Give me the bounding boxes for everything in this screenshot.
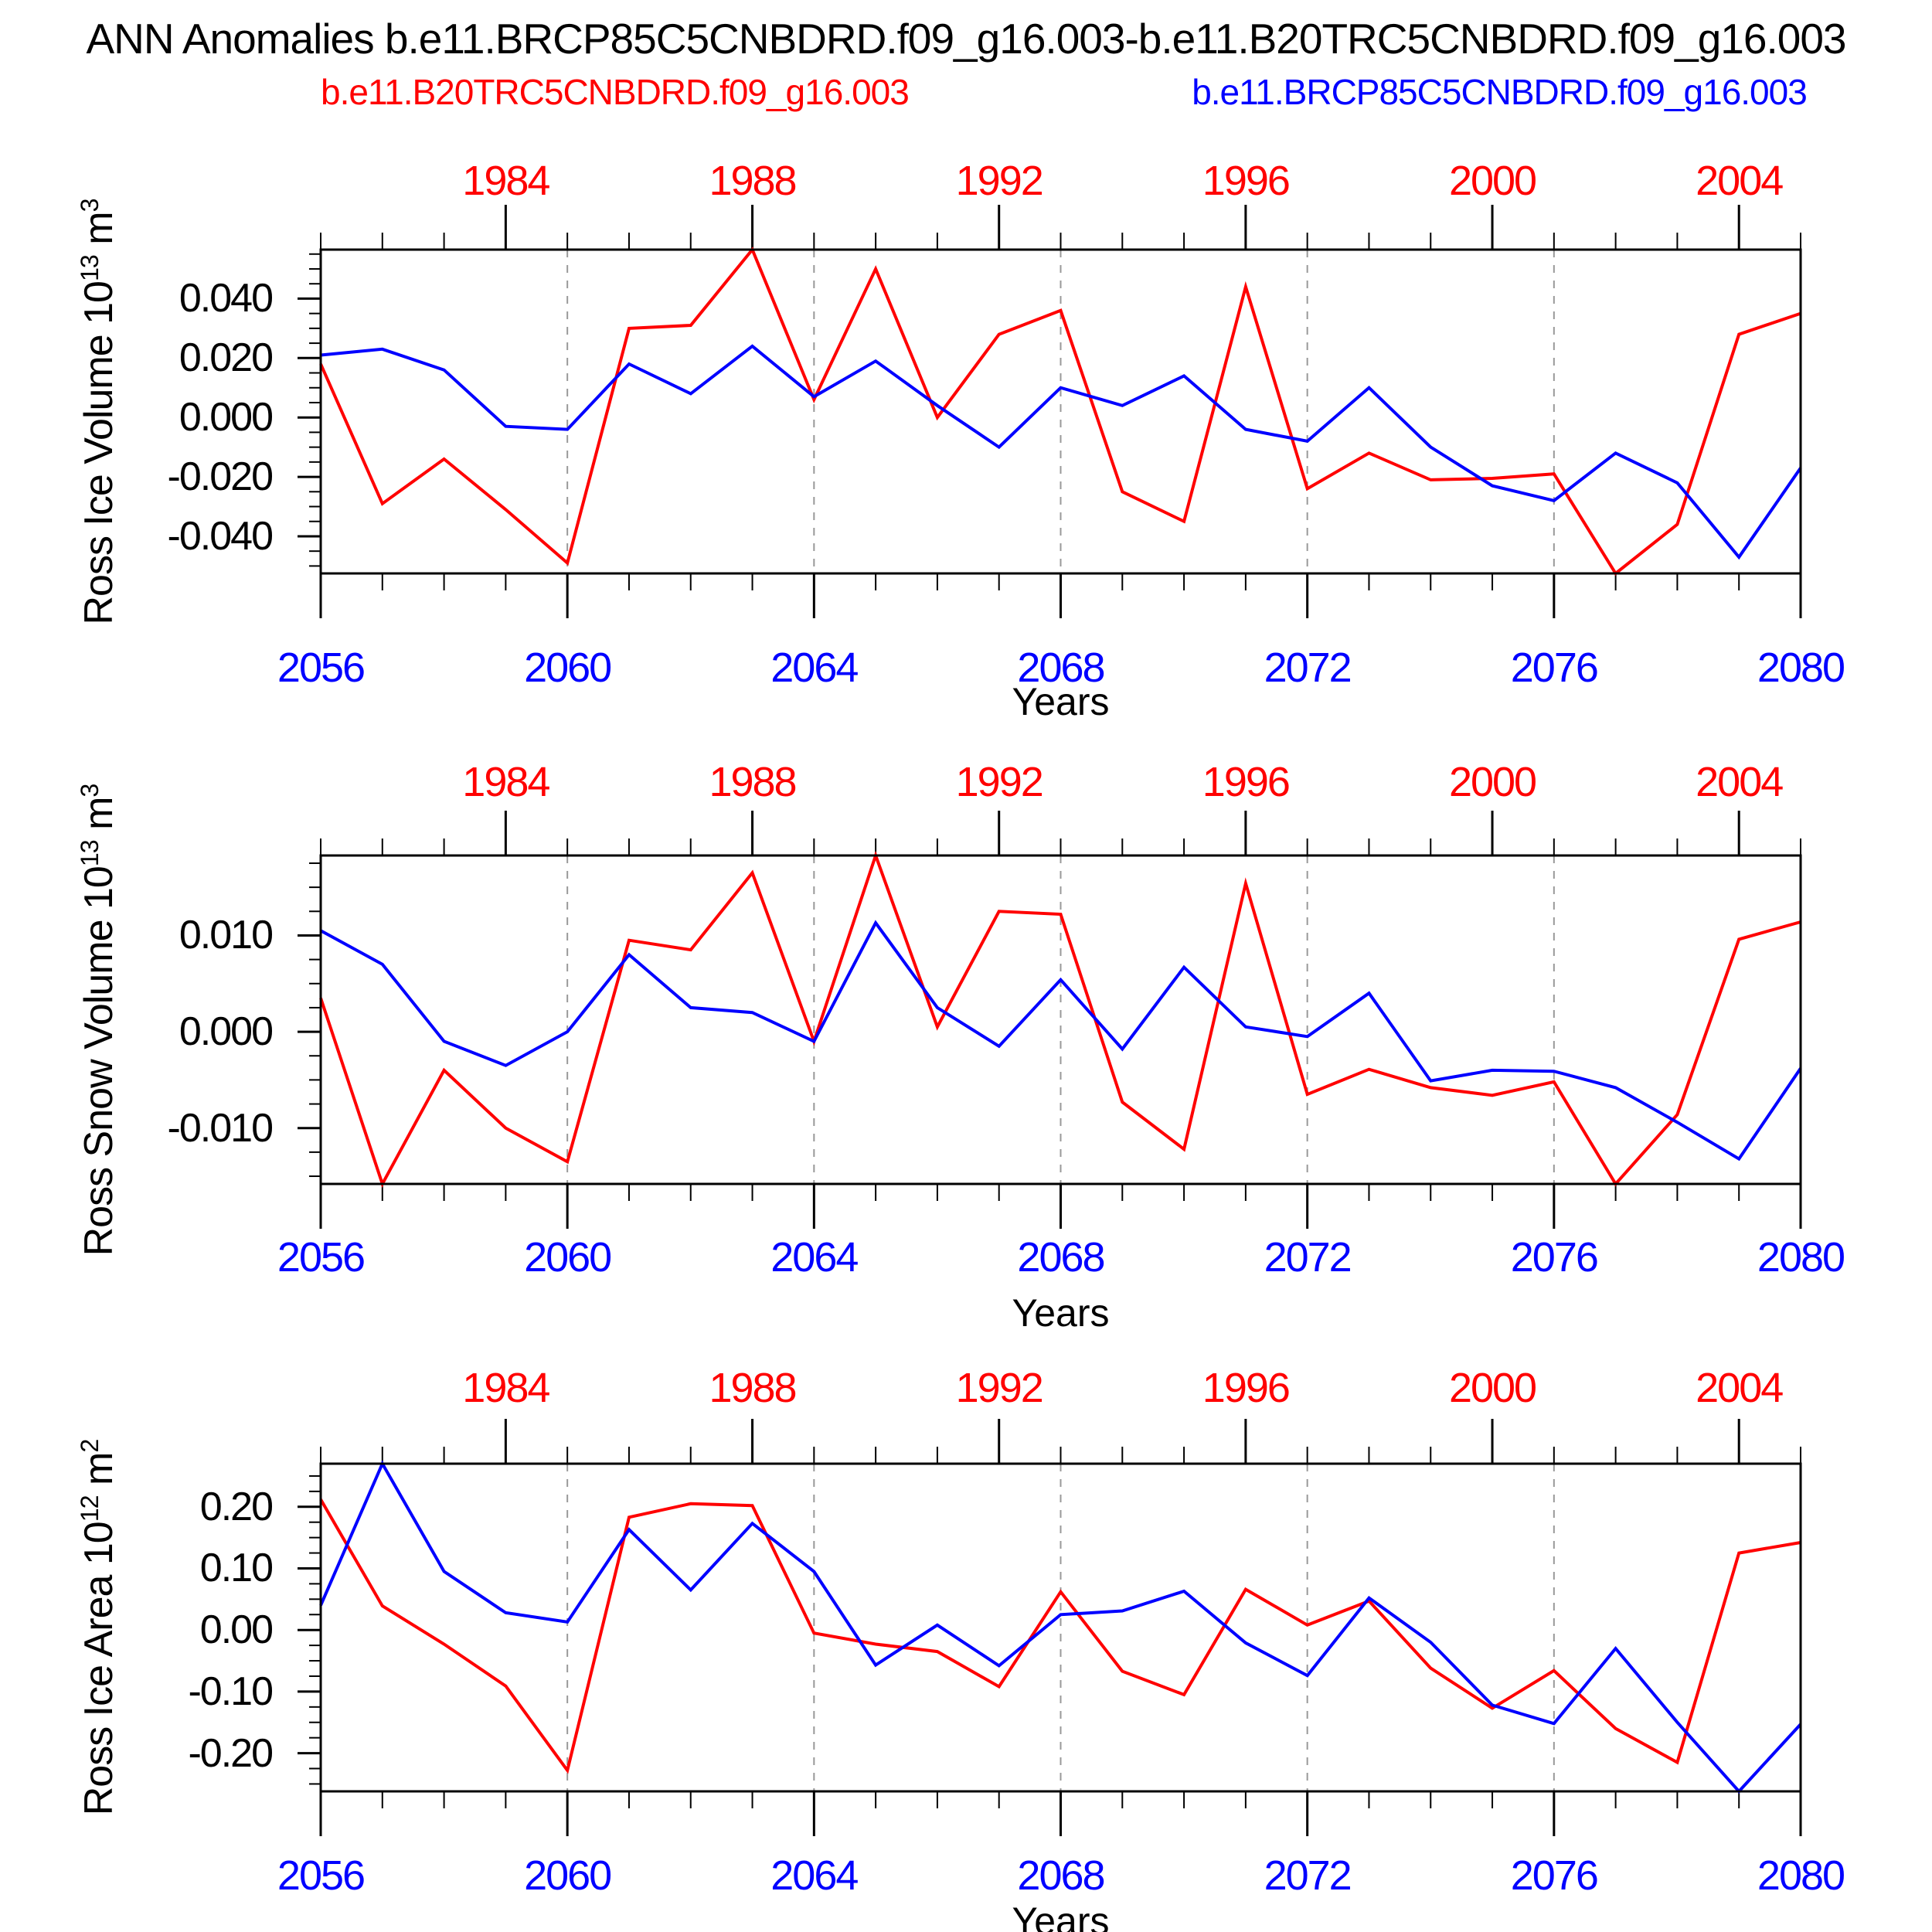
top-axis-year-label: 1996 bbox=[1202, 1365, 1291, 1411]
x-axis-year-label: 2060 bbox=[524, 1234, 612, 1281]
y-tick-label: -0.010 bbox=[167, 1105, 274, 1151]
top-axis-year-label: 2000 bbox=[1448, 759, 1537, 805]
top-axis-year-label: 1984 bbox=[462, 1365, 550, 1411]
top-axis-year-label: 1988 bbox=[709, 759, 797, 805]
top-axis-year-label: 1992 bbox=[955, 1365, 1044, 1411]
top-axis-year-label: 1988 bbox=[709, 1365, 797, 1411]
x-axis-year-label: 2080 bbox=[1757, 645, 1845, 691]
y-tick-label: 0.000 bbox=[179, 395, 274, 440]
top-axis-year-label: 2004 bbox=[1696, 158, 1784, 204]
y-tick-label: 0.040 bbox=[179, 276, 274, 321]
x-axis-year-label: 2064 bbox=[770, 645, 859, 691]
y-tick-label: -0.10 bbox=[188, 1668, 274, 1714]
x-axis-title: Years bbox=[1012, 1291, 1110, 1335]
x-axis-year-label: 2080 bbox=[1757, 1852, 1845, 1899]
x-axis-year-label: 2076 bbox=[1510, 645, 1599, 691]
top-axis-year-label: 1996 bbox=[1202, 759, 1291, 805]
x-axis-title: Years bbox=[1012, 1900, 1110, 1932]
top-axis-year-label: 1992 bbox=[955, 759, 1044, 805]
x-axis-year-label: 2072 bbox=[1264, 1234, 1352, 1281]
x-axis-year-label: 2072 bbox=[1264, 1852, 1352, 1899]
y-tick-label: 0.00 bbox=[199, 1607, 274, 1653]
y-axis-title: Ross Ice Area 1012 m2 bbox=[75, 1439, 122, 1816]
y-axis-title: Ross Snow Volume 1013 m3 bbox=[75, 784, 122, 1256]
y-tick-label: 0.20 bbox=[199, 1484, 274, 1529]
top-axis-year-label: 1988 bbox=[709, 158, 797, 204]
x-axis-year-label: 2076 bbox=[1510, 1852, 1599, 1899]
x-axis-year-label: 2056 bbox=[277, 1852, 366, 1899]
x-axis-year-label: 2056 bbox=[277, 645, 366, 691]
legend-blue-run: b.e11.BRCP85C5CNBDRD.f09_g16.003 bbox=[1192, 72, 1808, 112]
top-axis-year-label: 2000 bbox=[1448, 1365, 1537, 1411]
y-tick-label: 0.020 bbox=[179, 335, 274, 381]
y-tick-label: -0.040 bbox=[167, 513, 274, 559]
x-axis-year-label: 2072 bbox=[1264, 645, 1352, 691]
top-axis-year-label: 1984 bbox=[462, 158, 550, 204]
x-axis-year-label: 2060 bbox=[524, 1852, 612, 1899]
y-axis-title: Ross Ice Volume 1013 m3 bbox=[75, 198, 122, 625]
top-axis-year-label: 1992 bbox=[955, 158, 1044, 204]
top-axis-year-label: 1996 bbox=[1202, 158, 1291, 204]
x-axis-year-label: 2068 bbox=[1017, 645, 1105, 691]
y-tick-label: 0.010 bbox=[179, 913, 274, 958]
page-title: ANN Anomalies b.e11.BRCP85C5CNBDRD.f09_g… bbox=[86, 15, 1846, 63]
top-axis-year-label: 2004 bbox=[1696, 759, 1784, 805]
x-axis-year-label: 2064 bbox=[770, 1852, 859, 1899]
x-axis-year-label: 2064 bbox=[770, 1234, 859, 1281]
x-axis-year-label: 2056 bbox=[277, 1234, 366, 1281]
top-axis-year-label: 2004 bbox=[1696, 1365, 1784, 1411]
x-axis-year-label: 2060 bbox=[524, 645, 612, 691]
legend-red-run: b.e11.B20TRC5CNBDRD.f09_g16.003 bbox=[321, 72, 910, 112]
y-tick-label: 0.000 bbox=[179, 1009, 274, 1055]
y-tick-label: -0.20 bbox=[188, 1730, 274, 1776]
y-tick-label: -0.020 bbox=[167, 454, 274, 500]
x-axis-year-label: 2080 bbox=[1757, 1234, 1845, 1281]
y-tick-label: 0.10 bbox=[199, 1546, 274, 1591]
x-axis-year-label: 2068 bbox=[1017, 1852, 1105, 1899]
x-axis-year-label: 2068 bbox=[1017, 1234, 1105, 1281]
top-axis-year-label: 2000 bbox=[1448, 158, 1537, 204]
top-axis-year-label: 1984 bbox=[462, 759, 550, 805]
x-axis-title: Years bbox=[1012, 680, 1110, 723]
x-axis-year-label: 2076 bbox=[1510, 1234, 1599, 1281]
